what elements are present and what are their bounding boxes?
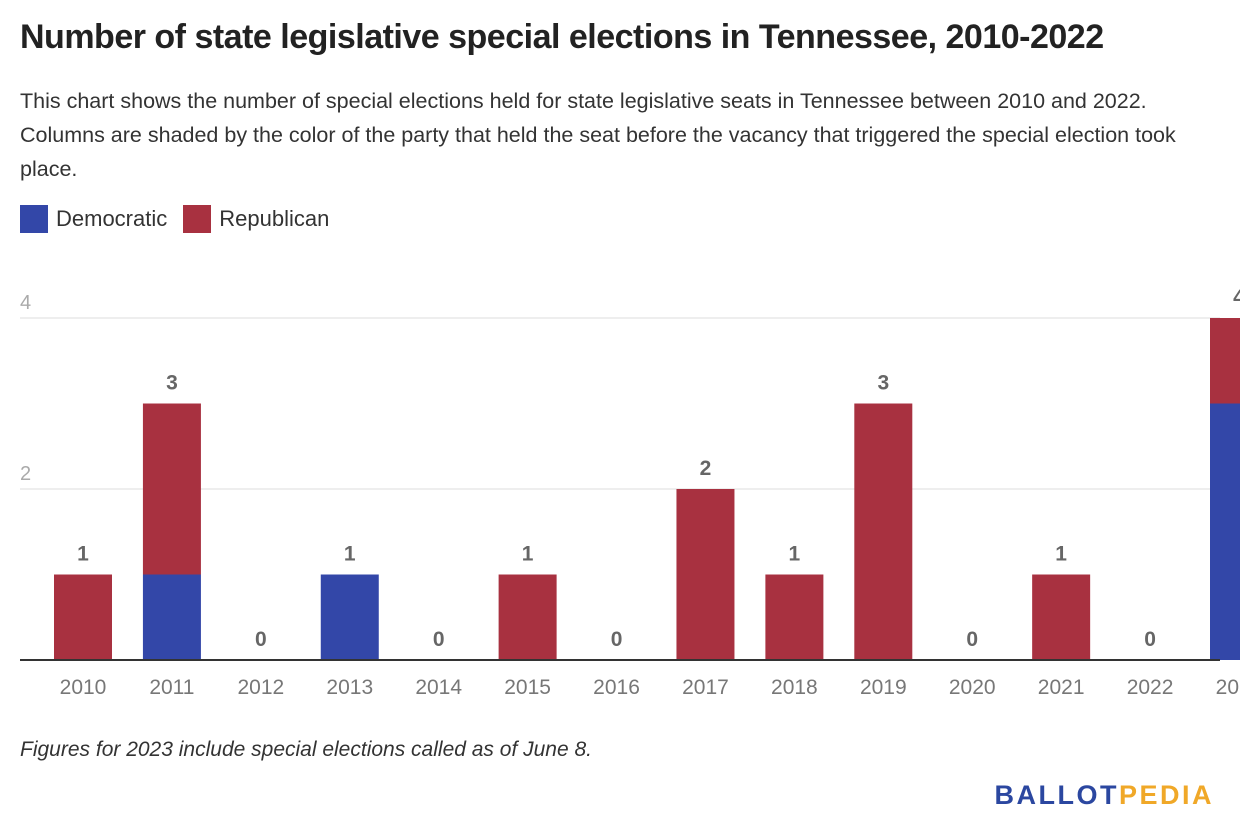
y-tick-label-4: 4 <box>20 292 31 314</box>
total-label-2022: 0 <box>1144 628 1156 651</box>
x-tick-label-2020: 2020 <box>949 676 996 699</box>
logo-part-pedia: PEDIA <box>1118 780 1214 810</box>
legend-swatch-democratic <box>20 205 48 233</box>
bar-2015-republican <box>498 574 557 660</box>
total-label-2012: 0 <box>255 628 267 651</box>
legend-label-democratic: Democratic <box>56 206 168 231</box>
x-tick-label-2021: 2021 <box>1038 676 1085 699</box>
x-tick-label-2013: 2013 <box>326 676 373 699</box>
total-label-2014: 0 <box>433 628 445 651</box>
x-tick-label-2014: 2014 <box>415 676 462 699</box>
chart-subtitle: This chart shows the number of special e… <box>20 89 1176 181</box>
total-label-2021: 1 <box>1055 543 1067 566</box>
x-tick-label-2015: 2015 <box>504 676 551 699</box>
footnote: Figures for 2023 include special electio… <box>20 738 593 761</box>
bar-2021-republican <box>1032 574 1091 660</box>
total-label-2010: 1 <box>77 543 89 566</box>
total-label-2019: 3 <box>877 372 889 395</box>
bar-2023-democratic <box>1210 403 1240 660</box>
x-tick-label-2011: 2011 <box>149 676 194 699</box>
ballotpedia-logo: BALLOTPEDIA <box>994 780 1214 811</box>
total-label-2016: 0 <box>611 628 623 651</box>
bar-2011-democratic <box>142 574 201 660</box>
legend: Democratic Republican <box>20 205 345 233</box>
chart-title: Number of state legislative special elec… <box>20 18 1104 56</box>
x-tick-label-2016: 2016 <box>593 676 640 699</box>
bar-chart: 2 4 1 2010 3 2011 0 2012 1 2013 0 2014 1 2015 0 2016 2 20… <box>20 286 1240 699</box>
legend-item-democratic: Democratic <box>20 205 167 233</box>
bar-2018-republican <box>765 574 824 660</box>
total-label-2011: 3 <box>166 372 178 395</box>
logo-part-ballot: BALLOT <box>994 780 1119 810</box>
total-label-2020: 0 <box>966 628 978 651</box>
bar-2019-republican <box>854 403 913 660</box>
legend-swatch-republican <box>183 205 212 233</box>
x-tick-label-2012: 2012 <box>237 676 284 699</box>
x-tick-label-2022: 2022 <box>1127 676 1174 699</box>
bar-2023-republican <box>1210 318 1240 404</box>
total-label-2023: 4 <box>1233 286 1240 309</box>
bar-2017-republican <box>676 489 735 660</box>
x-tick-label-2023: 2023 <box>1216 676 1240 699</box>
total-label-2018: 1 <box>789 543 801 566</box>
x-tick-label-2018: 2018 <box>771 676 818 699</box>
x-tick-label-2010: 2010 <box>60 676 107 699</box>
bar-2013-democratic <box>320 574 379 660</box>
total-label-2015: 1 <box>522 543 534 566</box>
bar-2011-republican <box>142 403 201 575</box>
total-label-2017: 2 <box>700 457 712 480</box>
y-tick-label-2: 2 <box>20 463 31 485</box>
legend-label-republican: Republican <box>219 206 330 231</box>
bar-2010-republican <box>54 574 112 660</box>
total-label-2013: 1 <box>344 543 356 566</box>
x-tick-label-2019: 2019 <box>860 676 907 699</box>
legend-item-republican: Republican <box>183 205 329 233</box>
x-tick-label-2017: 2017 <box>682 676 729 699</box>
